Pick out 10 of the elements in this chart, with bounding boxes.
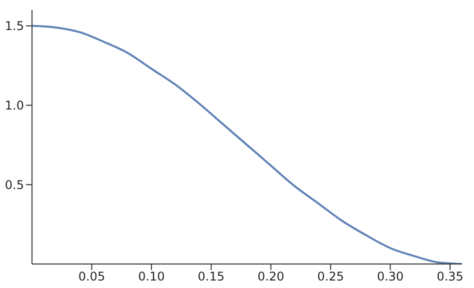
x-tick-label: 0.35 <box>436 270 464 284</box>
x-tick-label: 0.30 <box>376 270 404 284</box>
x-tick-label: 0.25 <box>317 270 344 284</box>
y-tick-label: 0.5 <box>4 178 24 192</box>
y-tick-label: 1.0 <box>4 98 24 113</box>
y-tick-label: 1.5 <box>4 19 24 34</box>
x-tick-label: 0.05 <box>78 270 106 284</box>
x-tick-label: 0.15 <box>198 270 225 284</box>
x-tick-label: 0.20 <box>258 270 284 284</box>
x-tick-label: 0.10 <box>138 270 165 284</box>
